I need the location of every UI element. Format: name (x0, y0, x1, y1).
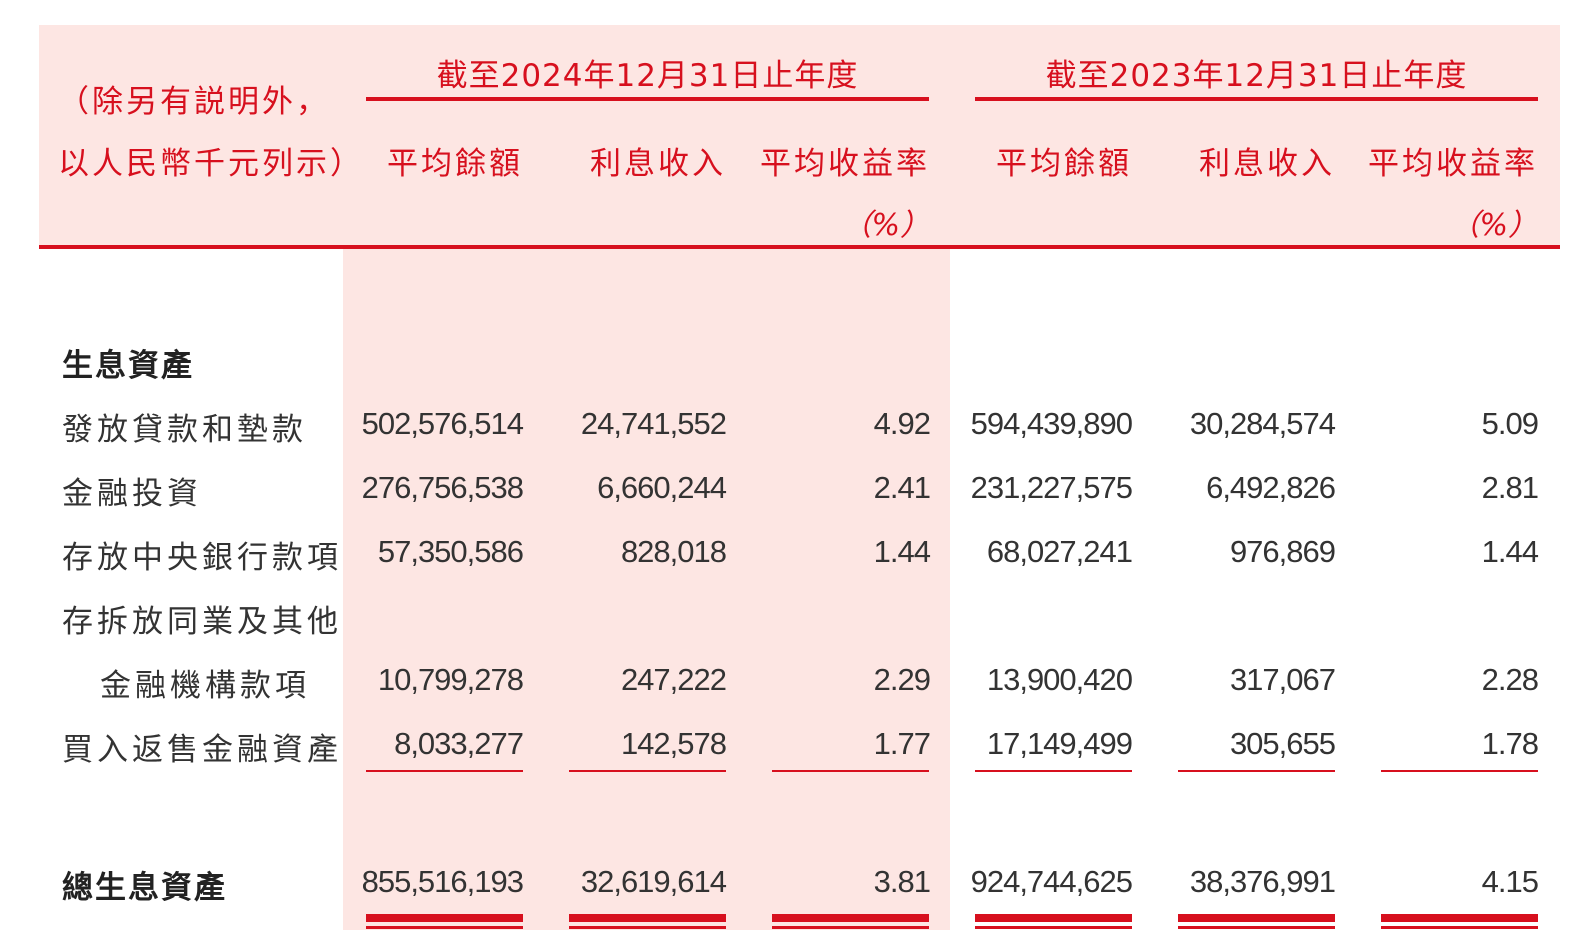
cell-2023-avg-yield: 2.28 (1481, 662, 1539, 697)
col-2023-avg-yield: 平均收益率 (1368, 146, 1538, 182)
cell-2023-avg-yield: 5.09 (1481, 406, 1539, 441)
cell-2023-avg-balance: 594,439,890 (970, 406, 1133, 441)
col-2023-pct-suffix: （%） (1449, 208, 1538, 243)
total-double-rule (975, 914, 1132, 922)
total-double-rule (366, 914, 523, 922)
col-2024-avg-balance: 平均餘額 (387, 146, 523, 182)
total-double-rule (975, 926, 1132, 929)
header-band (39, 25, 1560, 247)
total-double-rule (569, 914, 726, 922)
cell-2024-avg-yield: 4.92 (873, 406, 931, 441)
total-double-rule (1178, 914, 1335, 922)
cell-2023-avg-balance: 13,900,420 (986, 662, 1133, 697)
cell-2024-avg-balance: 10,799,278 (377, 662, 524, 697)
row-label: 存拆放同業及其他 (62, 604, 342, 640)
period-2024-rule (366, 97, 929, 101)
cell-2024-avg-balance: 8,033,277 (394, 726, 524, 761)
col-2023-avg-balance: 平均餘額 (996, 146, 1132, 182)
period-2023-title: 截至2023年12月31日止年度 (1045, 58, 1468, 94)
subtotal-rule (569, 770, 726, 772)
cell-2024-avg-yield: 1.77 (873, 726, 931, 761)
row-label-continuation: 金融機構款項 (100, 668, 310, 704)
cell-2023-avg-balance: 231,227,575 (970, 470, 1133, 505)
unit-note-line1: （除另有説明外， (58, 84, 330, 120)
cell-2023-avg-yield: 1.44 (1481, 534, 1539, 569)
subtotal-rule (1178, 770, 1335, 772)
cell-2024-avg-yield: 1.44 (873, 534, 931, 569)
cell-2023-avg-balance: 17,149,499 (986, 726, 1133, 761)
section-title-interest-earning-assets: 生息資產 (62, 348, 194, 384)
period-2024-title: 截至2024年12月31日止年度 (436, 58, 859, 94)
total-double-rule (1178, 926, 1335, 929)
cell-2023-interest-income: 317,067 (1229, 662, 1336, 697)
cell-2024-avg-balance: 57,350,586 (377, 534, 524, 569)
cell-2024-avg-balance: 502,576,514 (361, 406, 524, 441)
subtotal-rule (1381, 770, 1538, 772)
cell-2024-interest-income: 6,660,244 (597, 470, 727, 505)
cell-2023-avg-yield: 2.81 (1481, 470, 1539, 505)
total-double-rule (1381, 914, 1538, 922)
cell-2024-avg-yield: 2.29 (873, 662, 931, 697)
cell-2024-interest-income: 24,741,552 (580, 406, 727, 441)
col-2023-interest-income: 利息收入 (1199, 146, 1335, 182)
row-label: 金融投資 (62, 476, 202, 512)
cell-2024-interest-income: 247,222 (620, 662, 727, 697)
total-double-rule (569, 926, 726, 929)
cell-2024-interest-income: 142,578 (620, 726, 727, 761)
cell-2023-avg-balance: 68,027,241 (986, 534, 1133, 569)
cell-2023-avg-yield: 1.78 (1481, 726, 1539, 761)
period-2023-rule (975, 97, 1538, 101)
total-double-rule (772, 914, 929, 922)
total-2023-avg-yield: 4.15 (1481, 864, 1539, 899)
total-double-rule (1381, 926, 1538, 929)
cell-2024-interest-income: 828,018 (620, 534, 727, 569)
cell-2023-interest-income: 976,869 (1229, 534, 1336, 569)
subtotal-rule (772, 770, 929, 772)
total-2023-interest-income: 38,376,991 (1189, 864, 1336, 899)
row-label: 發放貸款和墊款 (62, 412, 307, 448)
subtotal-rule (975, 770, 1132, 772)
total-2024-interest-income: 32,619,614 (580, 864, 727, 899)
total-double-rule (772, 926, 929, 929)
cell-2024-avg-yield: 2.41 (873, 470, 931, 505)
cell-2023-interest-income: 6,492,826 (1206, 470, 1336, 505)
total-label: 總生息資產 (62, 870, 227, 906)
total-2024-avg-balance: 855,516,193 (361, 864, 524, 899)
total-2024-avg-yield: 3.81 (873, 864, 931, 899)
col-2024-pct-suffix: （%） (841, 208, 930, 243)
cell-2023-interest-income: 305,655 (1229, 726, 1336, 761)
cell-2023-interest-income: 30,284,574 (1189, 406, 1336, 441)
header-bottom-rule (39, 245, 1560, 249)
col-2024-avg-yield: 平均收益率 (760, 146, 930, 182)
row-label: 存放中央銀行款項 (62, 540, 342, 576)
cell-2024-avg-balance: 276,756,538 (361, 470, 524, 505)
subtotal-rule (366, 770, 523, 772)
total-double-rule (366, 926, 523, 929)
current-year-highlight-band (343, 249, 950, 930)
col-2024-interest-income: 利息收入 (590, 146, 726, 182)
total-2023-avg-balance: 924,744,625 (970, 864, 1133, 899)
unit-note-line2: 以人民幣千元列示） (58, 146, 364, 182)
row-label: 買入返售金融資產 (62, 732, 342, 768)
